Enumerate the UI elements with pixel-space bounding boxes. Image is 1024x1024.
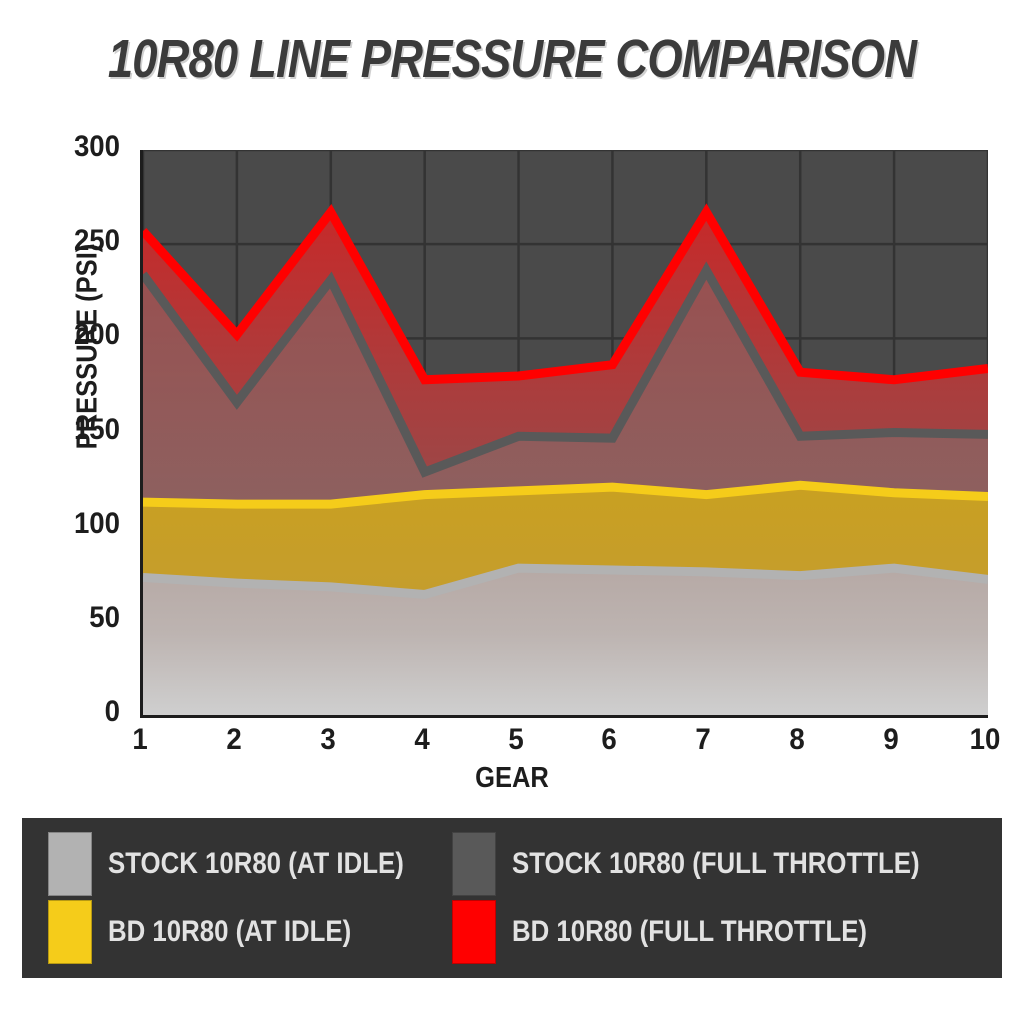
x-tick-9: 9 <box>883 723 899 756</box>
y-axis-label: PRESSURE (PSI) <box>71 243 104 450</box>
series-line-3 <box>143 563 988 600</box>
plot-area <box>140 150 988 718</box>
legend-item-bd-idle[interactable]: BD 10R80 (AT IDLE) <box>48 900 452 964</box>
x-tick-3: 3 <box>320 723 336 756</box>
legend-label-bd-full-throttle: BD 10R80 (FULL THROTTLE) <box>511 915 867 948</box>
x-tick-5: 5 <box>507 723 524 756</box>
legend-item-stock-idle[interactable]: STOCK 10R80 (AT IDLE) <box>48 832 452 896</box>
legend-swatch-stock-full-throttle <box>451 832 496 896</box>
x-tick-4: 4 <box>413 723 430 756</box>
series-lines <box>143 203 988 600</box>
area-chart-svg <box>143 150 988 715</box>
x-tick-2: 2 <box>226 723 242 756</box>
legend-item-stock-full-throttle[interactable]: STOCK 10R80 (FULL THROTTLE) <box>451 832 986 896</box>
series-line-1 <box>143 261 988 478</box>
y-tick-0: 0 <box>104 695 120 728</box>
page-title: 10R80 LINE PRESSURE COMPARISON <box>107 29 917 89</box>
x-tick-1: 1 <box>132 723 148 756</box>
x-axis-label: GEAR <box>475 762 549 794</box>
x-tick-8: 8 <box>789 723 805 756</box>
series-line-2 <box>143 480 988 509</box>
x-tick-7: 7 <box>695 723 712 756</box>
legend-swatch-stock-idle <box>48 832 92 896</box>
x-tick-10: 10 <box>969 723 1001 756</box>
legend-label-stock-idle: STOCK 10R80 (AT IDLE) <box>108 847 404 880</box>
legend-swatch-bd-idle <box>48 900 92 964</box>
legend-swatch-bd-full-throttle <box>451 900 496 964</box>
y-tick-50: 50 <box>89 600 120 634</box>
series-line-0 <box>143 203 988 385</box>
chart-legend: STOCK 10R80 (AT IDLE) STOCK 10R80 (FULL … <box>22 818 1002 978</box>
legend-label-stock-full-throttle: STOCK 10R80 (FULL THROTTLE) <box>511 847 920 880</box>
series-area-3 <box>143 568 988 715</box>
y-tick-100: 100 <box>73 506 120 540</box>
y-tick-300: 300 <box>73 130 120 163</box>
legend-label-bd-idle: BD 10R80 (AT IDLE) <box>108 915 352 948</box>
legend-item-bd-full-throttle[interactable]: BD 10R80 (FULL THROTTLE) <box>451 900 986 964</box>
x-tick-6: 6 <box>601 723 618 756</box>
